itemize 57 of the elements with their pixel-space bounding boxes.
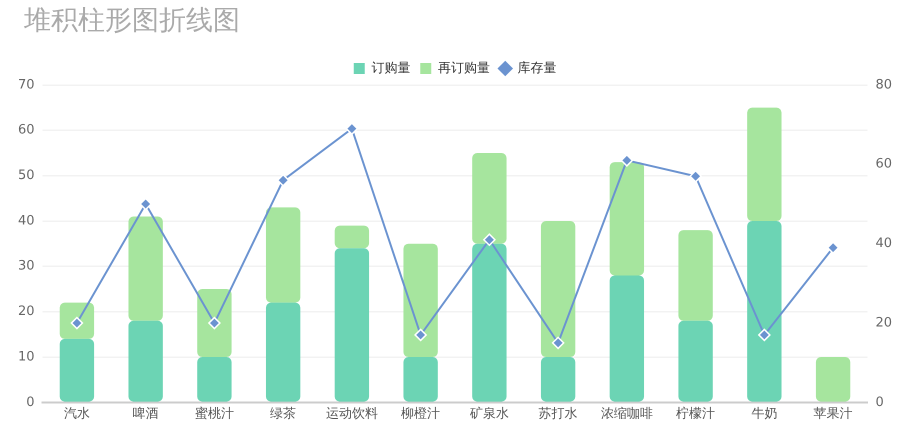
bar (678, 320, 713, 402)
bar (197, 289, 232, 358)
y-tick-label: 20 (18, 304, 35, 320)
point (689, 170, 702, 183)
bar (747, 108, 782, 222)
y2-tick-label: 80 (875, 77, 892, 92)
x-tick-label: 牛奶 (751, 406, 778, 422)
bar (610, 162, 644, 276)
bar (747, 221, 782, 402)
bar (403, 244, 438, 358)
x-tick-label: 苏打水 (538, 406, 578, 422)
x-tick-label: 浓缩咖啡 (600, 406, 653, 422)
x-tick-label: 运动饮料 (326, 406, 378, 422)
bar (540, 221, 576, 358)
point (758, 328, 771, 342)
bar (472, 153, 507, 244)
x-tick-label: 柠檬汁 (676, 406, 716, 422)
y2-tick-label: 60 (875, 156, 892, 172)
bar (678, 230, 713, 321)
legend-label: 再订购量 (438, 60, 490, 76)
bar (60, 338, 94, 402)
point (483, 233, 496, 246)
chart-title: 堆积柱形图折线图 (24, 4, 240, 38)
y-tick-label: 40 (18, 213, 35, 228)
y-tick-label: 0 (26, 394, 35, 410)
bar (816, 357, 850, 402)
bar (334, 248, 370, 402)
y-tick-label: 30 (18, 258, 35, 274)
y-tick-label: 60 (18, 122, 35, 138)
x-tick-label: 矿泉水 (468, 406, 509, 422)
x-tick-label: 蜜桃汁 (194, 406, 234, 422)
point (208, 316, 221, 330)
bar (197, 357, 232, 402)
y2-tick-label: 0 (875, 394, 884, 410)
x-tick-label: 柳橙汁 (401, 406, 440, 422)
bar (540, 357, 576, 402)
x-tick-label: 绿茶 (270, 406, 296, 422)
point (414, 328, 427, 342)
y-tick-label: 50 (18, 168, 35, 184)
legend-label: 订购量 (371, 60, 410, 76)
bar (472, 244, 507, 402)
legend-label: 库存量 (517, 60, 556, 76)
y2-tick-label: 20 (875, 315, 892, 330)
bar (266, 207, 300, 303)
bar (128, 216, 163, 321)
x-tick-label: 啤酒 (132, 406, 159, 422)
point (552, 336, 564, 350)
y2-tick-label: 40 (875, 236, 892, 252)
x-tick-label: 苹果汁 (814, 406, 853, 422)
bar (610, 275, 644, 402)
y-tick-label: 10 (18, 349, 35, 364)
y-tick-label: 70 (18, 77, 35, 92)
x-tick-label: 汽水 (64, 406, 90, 422)
bar (128, 320, 163, 402)
bar (334, 226, 370, 248)
bar (403, 357, 438, 402)
bar (266, 302, 300, 402)
